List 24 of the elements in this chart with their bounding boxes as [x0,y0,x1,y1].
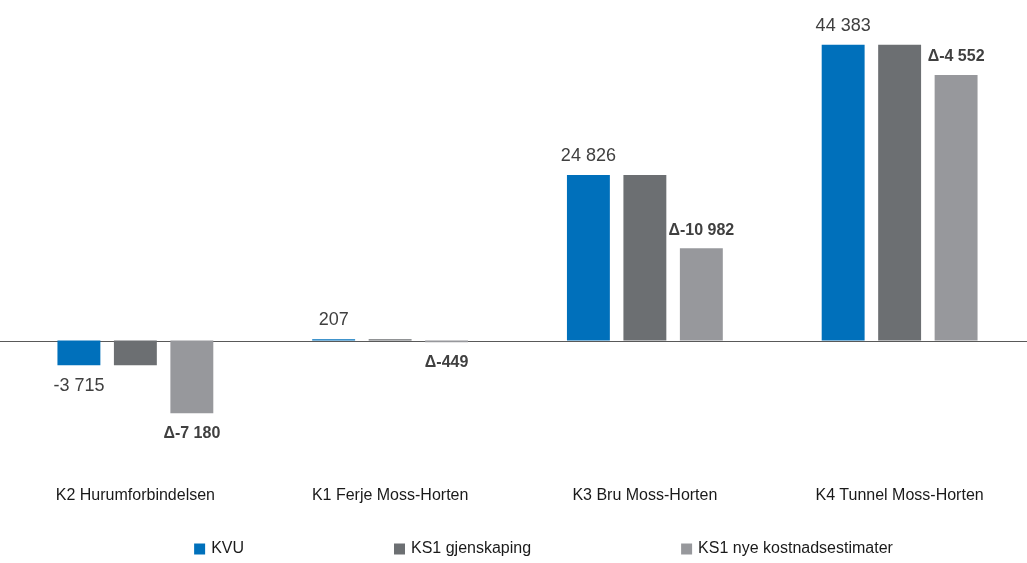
bar [57,340,101,366]
bar [878,44,922,341]
bar [623,175,667,341]
x-tick-label: K1 Ferje Moss-Horten [311,485,469,503]
data-label: -3 715 [53,375,105,396]
data-label: 44 383 [815,14,871,35]
bar [934,75,978,341]
x-tick-label: K3 Bru Moss-Horten [572,485,718,503]
data-label: Δ-4 552 [927,47,985,65]
bar [113,340,157,366]
data-label: Δ-449 [424,352,469,370]
bar [170,340,214,414]
data-label: 207 [318,309,349,330]
data-label: Δ-7 180 [163,423,221,441]
bar [679,248,723,341]
data-label: 24 826 [560,145,616,166]
data-label: Δ-10 982 [668,220,735,238]
x-tick-label: K2 Hurumforbindelsen [55,485,215,503]
x-tick-label: K4 Tunnel Moss-Horten [815,485,984,503]
legend-label: KS1 gjenskaping [411,539,532,557]
bar [566,175,610,341]
legend-label: KS1 nye kostnadsestimater [698,539,894,557]
bar [821,44,865,341]
legend-label: KVU [211,539,245,557]
